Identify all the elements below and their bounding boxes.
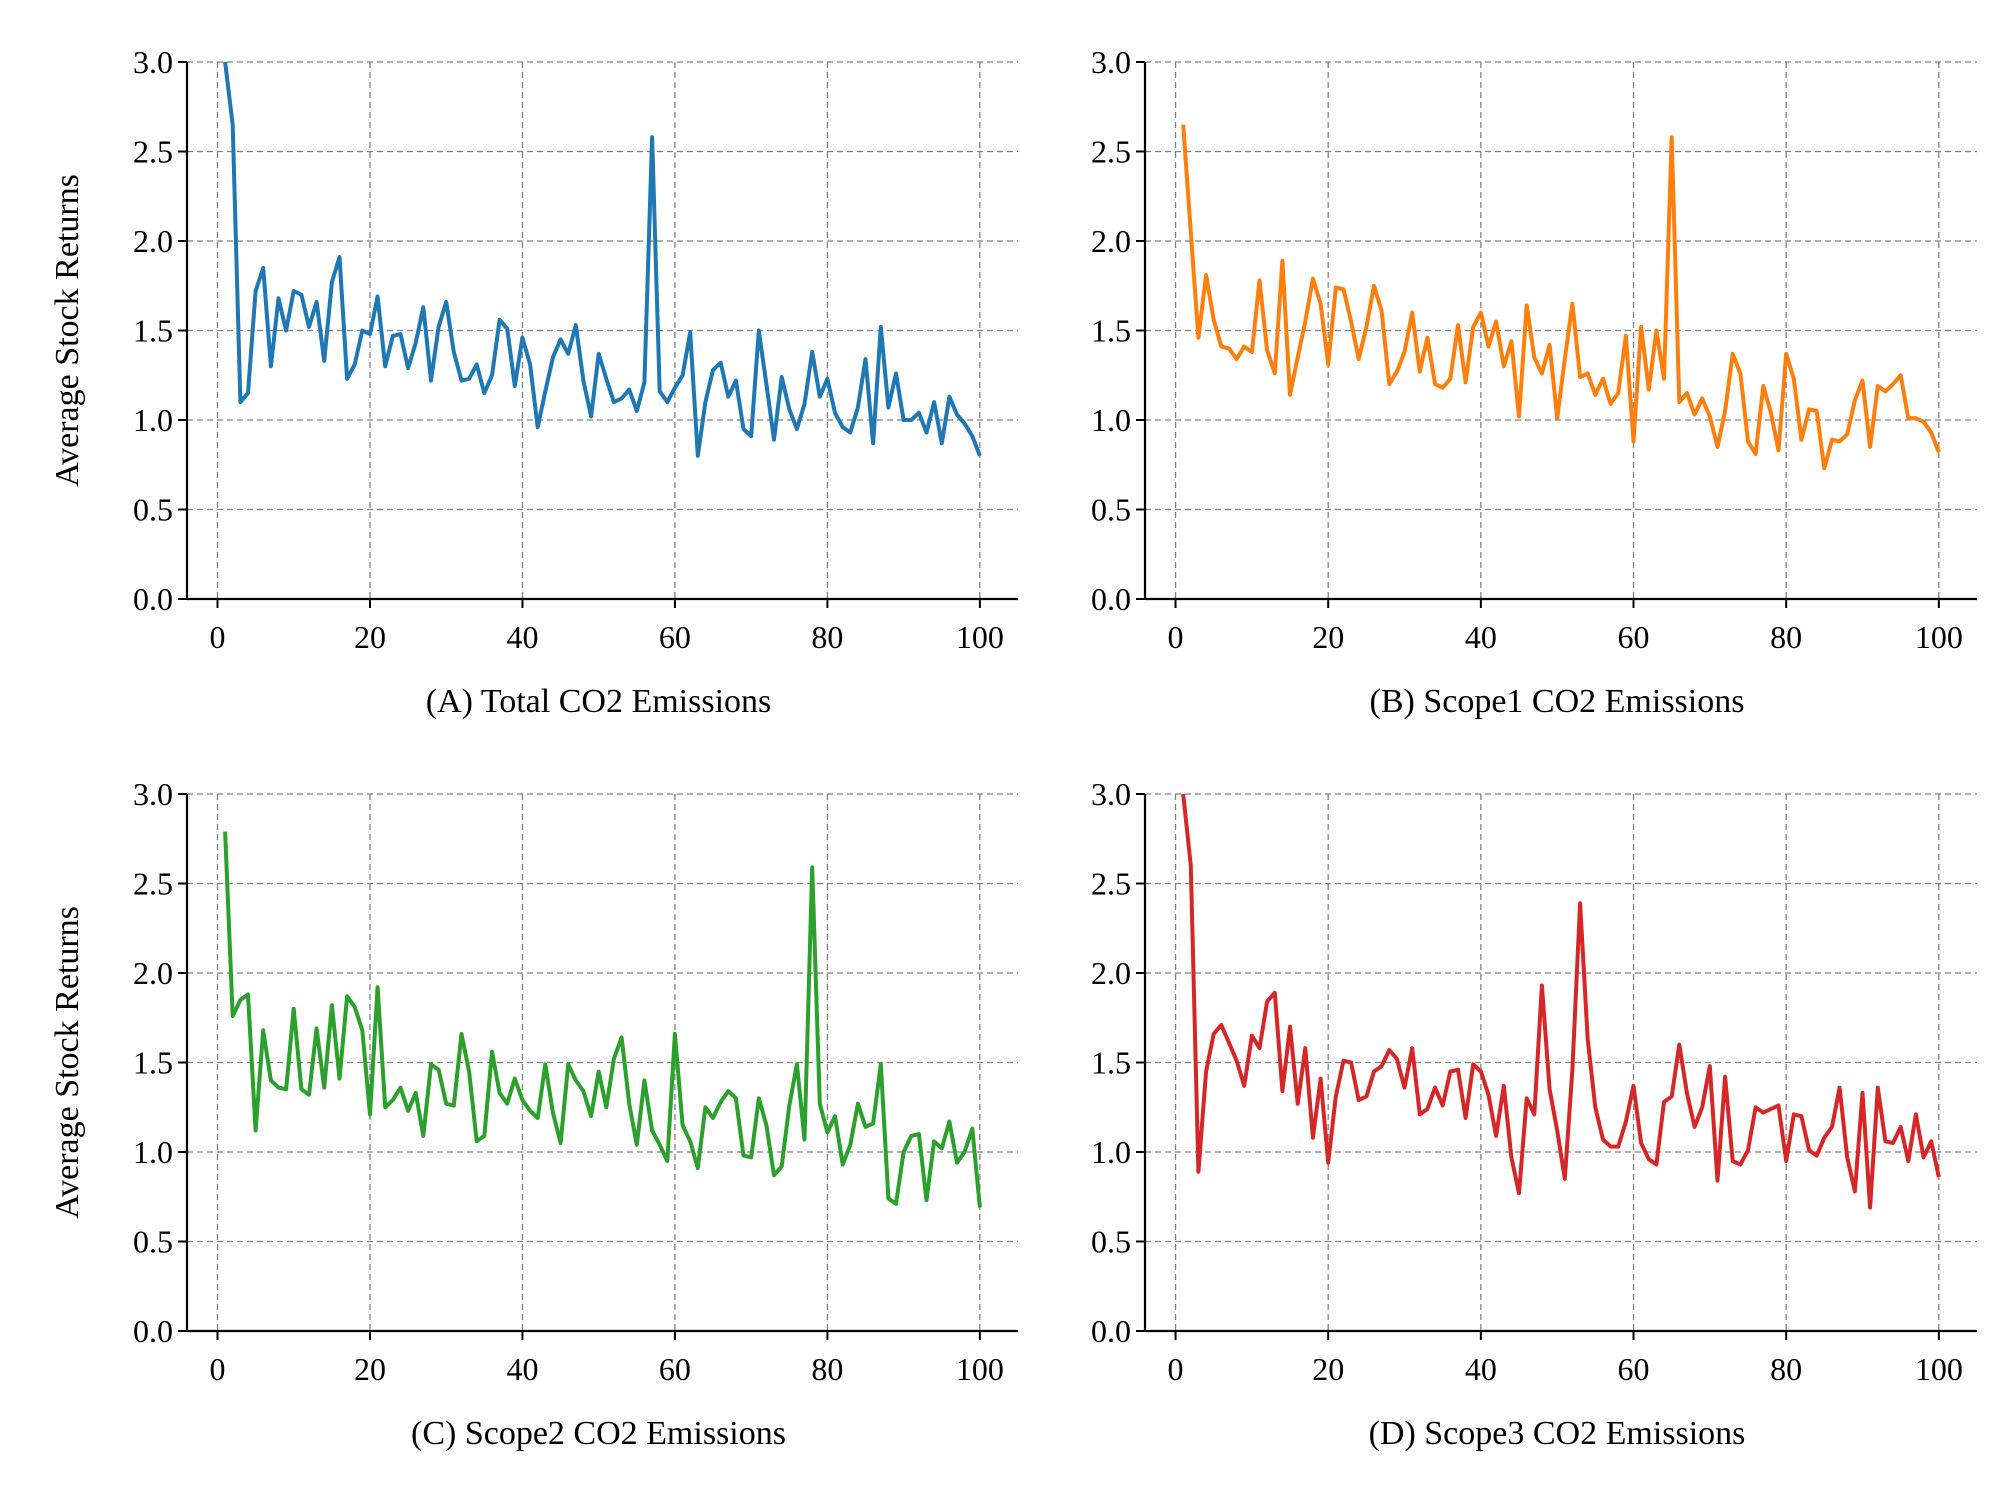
x-tick-label: 60 (659, 1351, 691, 1387)
x-tick-label: 60 (1618, 619, 1650, 655)
y-tick-label: 0.0 (1091, 581, 1131, 617)
y-tick-label: 1.5 (133, 1045, 173, 1081)
x-tick-label: 80 (1770, 1351, 1802, 1387)
x-tick-labels: 0 20 40 60 80 100 (209, 1351, 1003, 1387)
x-axis-label: (B) Scope1 CO2 Emissions (1370, 683, 1745, 720)
x-tick-label: 20 (1312, 619, 1344, 655)
x-tick-label: 80 (811, 1351, 843, 1387)
x-tick-label: 80 (811, 619, 843, 655)
y-axis-label: Average Stock Returns (49, 174, 86, 487)
x-tick-label: 100 (1915, 1351, 1963, 1387)
y-tick-label: 3.0 (1091, 776, 1131, 812)
x-tick-label: 20 (354, 1351, 386, 1387)
y-tick-label: 1.0 (133, 1134, 173, 1170)
y-tick-label: 0.5 (133, 1224, 173, 1260)
y-tick-label: 0.0 (133, 581, 173, 617)
subplot-c: 0.0 0.5 1.0 1.5 2.0 2.5 3.0 0 20 40 60 80 100 (C) S… (49, 776, 1018, 1452)
x-tick-label: 100 (956, 1351, 1004, 1387)
x-tick-label: 40 (506, 619, 538, 655)
y-tick-labels: 0.0 0.5 1.0 1.5 2.0 2.5 3.0 (133, 44, 173, 617)
x-tick-label: 100 (1915, 619, 1963, 655)
x-tick-label: 60 (659, 619, 691, 655)
grid (1145, 793, 1977, 1331)
y-tick-label: 2.0 (133, 223, 173, 259)
x-tick-labels: 0 20 40 60 80 100 (1168, 619, 1963, 655)
x-tick-label: 0 (209, 619, 225, 655)
y-tick-label: 3.0 (133, 44, 173, 80)
y-tick-label: 0.5 (1091, 492, 1131, 528)
y-tick-label: 2.0 (1091, 955, 1131, 991)
grid (187, 793, 1018, 1331)
x-tick-label: 20 (354, 619, 386, 655)
axes (1136, 793, 1977, 1340)
x-axis-label: (D) Scope3 CO2 Emissions (1369, 1415, 1746, 1452)
x-tick-label: 80 (1770, 619, 1802, 655)
y-tick-label: 2.0 (133, 955, 173, 991)
subplot-b: 0.0 0.5 1.0 1.5 2.0 2.5 3.0 0 20 40 60 80 100 (B) S… (1091, 44, 1977, 720)
x-tick-label: 60 (1618, 1351, 1650, 1387)
x-tick-label: 40 (1465, 619, 1497, 655)
y-tick-labels: 0.0 0.5 1.0 1.5 2.0 2.5 3.0 (1091, 44, 1131, 617)
y-tick-labels: 0.0 0.5 1.0 1.5 2.0 2.5 3.0 (133, 776, 173, 1349)
axes (178, 793, 1018, 1340)
series-line (223, 61, 982, 458)
y-tick-label: 3.0 (1091, 44, 1131, 80)
data-line (223, 831, 982, 1208)
y-tick-label: 2.5 (133, 134, 173, 170)
y-axis-label: Average Stock Returns (49, 906, 86, 1219)
subplot-d: 0.0 0.5 1.0 1.5 2.0 2.5 3.0 0 20 40 60 80 100 (D) S… (1091, 776, 1977, 1452)
grid (1145, 61, 1977, 599)
subplot-a: 0.0 0.5 1.0 1.5 2.0 2.5 3.0 0 20 40 60 80 100 (A) T… (49, 44, 1018, 720)
y-tick-label: 1.5 (1091, 1045, 1131, 1081)
data-line (223, 61, 982, 458)
x-tick-label: 100 (956, 619, 1004, 655)
y-tick-label: 0.5 (133, 492, 173, 528)
x-axis-label: (C) Scope2 CO2 Emissions (411, 1415, 786, 1452)
data-line (1181, 793, 1941, 1210)
y-tick-label: 2.0 (1091, 223, 1131, 259)
data-line (1181, 124, 1941, 471)
x-tick-label: 40 (506, 1351, 538, 1387)
x-tick-labels: 0 20 40 60 80 100 (1168, 1351, 1963, 1387)
series-line (1181, 124, 1941, 471)
y-tick-label: 0.5 (1091, 1224, 1131, 1260)
x-tick-labels: 0 20 40 60 80 100 (209, 619, 1003, 655)
x-tick-label: 0 (209, 1351, 225, 1387)
y-tick-label: 2.5 (1091, 134, 1131, 170)
x-tick-label: 40 (1465, 1351, 1497, 1387)
x-tick-label: 20 (1312, 1351, 1344, 1387)
y-tick-label: 0.0 (133, 1313, 173, 1349)
series-line (1181, 793, 1941, 1210)
y-tick-label: 2.5 (133, 866, 173, 902)
axes (178, 61, 1018, 608)
series-line (223, 831, 982, 1208)
y-tick-label: 1.0 (133, 402, 173, 438)
x-tick-label: 0 (1168, 1351, 1184, 1387)
axes (1136, 61, 1977, 608)
y-tick-label: 1.5 (133, 313, 173, 349)
y-tick-label: 1.0 (1091, 1134, 1131, 1170)
x-axis-label: (A) Total CO2 Emissions (426, 683, 772, 720)
y-tick-label: 3.0 (133, 776, 173, 812)
x-tick-label: 0 (1168, 619, 1184, 655)
y-tick-label: 2.5 (1091, 866, 1131, 902)
y-tick-label: 1.0 (1091, 402, 1131, 438)
y-tick-labels: 0.0 0.5 1.0 1.5 2.0 2.5 3.0 (1091, 776, 1131, 1349)
y-tick-label: 1.5 (1091, 313, 1131, 349)
y-tick-label: 0.0 (1091, 1313, 1131, 1349)
